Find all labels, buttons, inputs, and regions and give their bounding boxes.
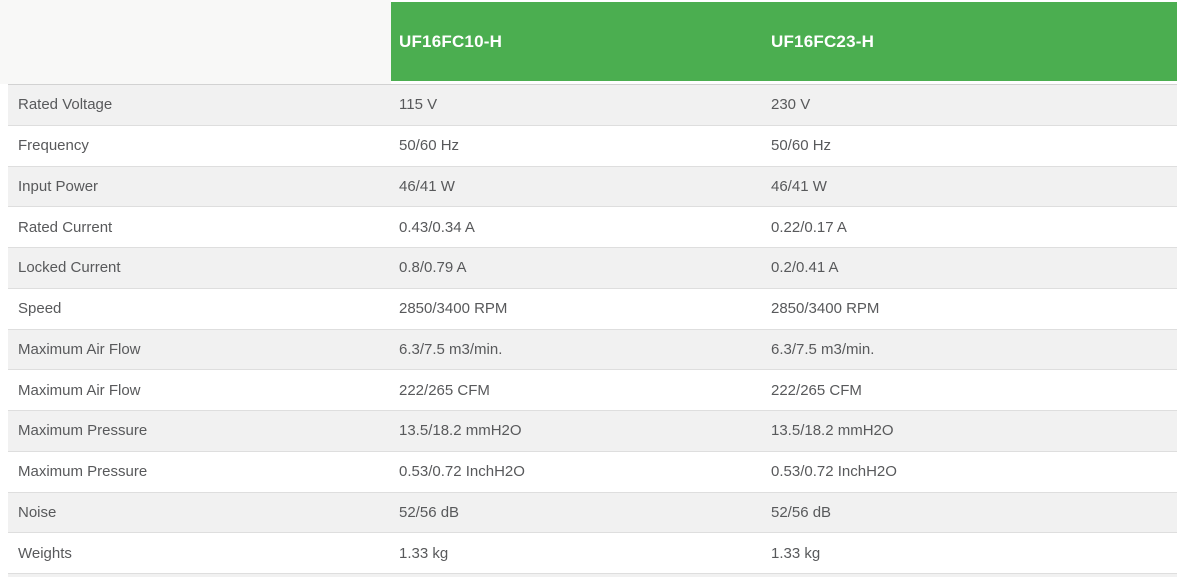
row-label: Maximum Air Flow: [18, 381, 141, 399]
row-label: Maximum Air Flow: [18, 340, 141, 358]
row-label: Weights: [18, 544, 72, 562]
cell-value-uf16fc23-h: 1.33 kg: [771, 544, 821, 562]
row-label: Speed: [18, 300, 62, 318]
cell-value-uf16fc10-h: 6.3/7.5 m3/min.: [399, 340, 503, 358]
row-label: Rated Current: [18, 218, 113, 236]
next-row-partial: [8, 574, 1177, 577]
cell-value-uf16fc23-h: 0.22/0.17 A: [771, 218, 847, 236]
cell-value-uf16fc10-h: 0.8/0.79 A: [399, 259, 467, 277]
cell-value-uf16fc23-h: 46/41 W: [771, 177, 827, 195]
cell-value-uf16fc10-h: 13.5/18.2 mmH2O: [399, 422, 522, 440]
table-body: Rated Voltage 115 V 230 V Frequency 50/60 Hz…: [8, 84, 1177, 574]
cell-value-uf16fc23-h: 13.5/18.2 mmH2O: [771, 422, 894, 440]
row-label: Rated Voltage: [18, 96, 113, 114]
cell-value-uf16fc10-h: 0.53/0.72 InchH2O: [399, 463, 525, 481]
cell-value-uf16fc10-h: 46/41 W: [399, 177, 455, 195]
table-row: Input Power 46/41 W 46/41 W: [8, 166, 1177, 208]
cell-value-uf16fc10-h: 52/56 dB: [399, 503, 460, 521]
cell-value-uf16fc23-h: 0.2/0.41 A: [771, 259, 839, 277]
table-row: Maximum Air Flow 6.3/7.5 m3/min. 6.3/7.5 m…: [8, 329, 1177, 371]
table-row: Noise 52/56 dB 52/56 dB: [8, 492, 1177, 534]
cell-value-uf16fc23-h: 230 V: [771, 96, 811, 114]
cell-value-uf16fc23-h: 222/265 CFM: [771, 381, 862, 399]
table-header-area: UF16FC10-H UF16FC23-H: [0, 0, 1181, 84]
cell-value-uf16fc23-h: 0.53/0.72 InchH2O: [771, 463, 897, 481]
row-label: Maximum Pressure: [18, 422, 148, 440]
table-corner-cell: [0, 0, 391, 84]
cell-value-uf16fc23-h: 52/56 dB: [771, 503, 832, 521]
table-row: Maximum Air Flow 222/265 CFM 222/265 CFM: [8, 370, 1177, 411]
table-row: Maximum Pressure 13.5/18.2 mmH2O 13.5/18.2…: [8, 411, 1177, 452]
table-row: Rated Voltage 115 V 230 V: [8, 85, 1177, 126]
row-label: Frequency: [18, 137, 89, 155]
row-label: Locked Current: [18, 259, 121, 277]
table-row: Frequency 50/60 Hz 50/60 Hz: [8, 125, 1177, 167]
table-row: Maximum Pressure 0.53/0.72 InchH2O 0.53/0.…: [8, 451, 1177, 493]
cell-value-uf16fc23-h: 2850/3400 RPM: [771, 300, 880, 318]
cell-value-uf16fc23-h: 6.3/7.5 m3/min.: [771, 340, 875, 358]
table-row: Speed 2850/3400 RPM 2850/3400 RPM: [8, 288, 1177, 330]
cell-value-uf16fc10-h: 2850/3400 RPM: [399, 300, 508, 318]
row-label: Noise: [18, 503, 57, 521]
cell-value-uf16fc10-h: 0.43/0.34 A: [399, 218, 475, 236]
column-header-uf16fc10-h: UF16FC10-H: [399, 31, 503, 51]
cell-value-uf16fc10-h: 1.33 kg: [399, 544, 449, 562]
cell-value-uf16fc23-h: 50/60 Hz: [771, 137, 832, 155]
row-label: Input Power: [18, 177, 99, 195]
table-row: Rated Current 0.43/0.34 A 0.22/0.17 A: [8, 207, 1177, 248]
cell-value-uf16fc10-h: 115 V: [399, 96, 438, 114]
cell-value-uf16fc10-h: 50/60 Hz: [399, 137, 460, 155]
column-header-uf16fc23-h: UF16FC23-H: [771, 31, 875, 51]
table-row: Locked Current 0.8/0.79 A 0.2/0.41 A: [8, 248, 1177, 289]
cell-value-uf16fc10-h: 222/265 CFM: [399, 381, 490, 399]
table-row: Weights 1.33 kg 1.33 kg: [8, 533, 1177, 574]
table-header-band: UF16FC10-H UF16FC23-H: [391, 2, 1177, 81]
row-label: Maximum Pressure: [18, 463, 148, 481]
